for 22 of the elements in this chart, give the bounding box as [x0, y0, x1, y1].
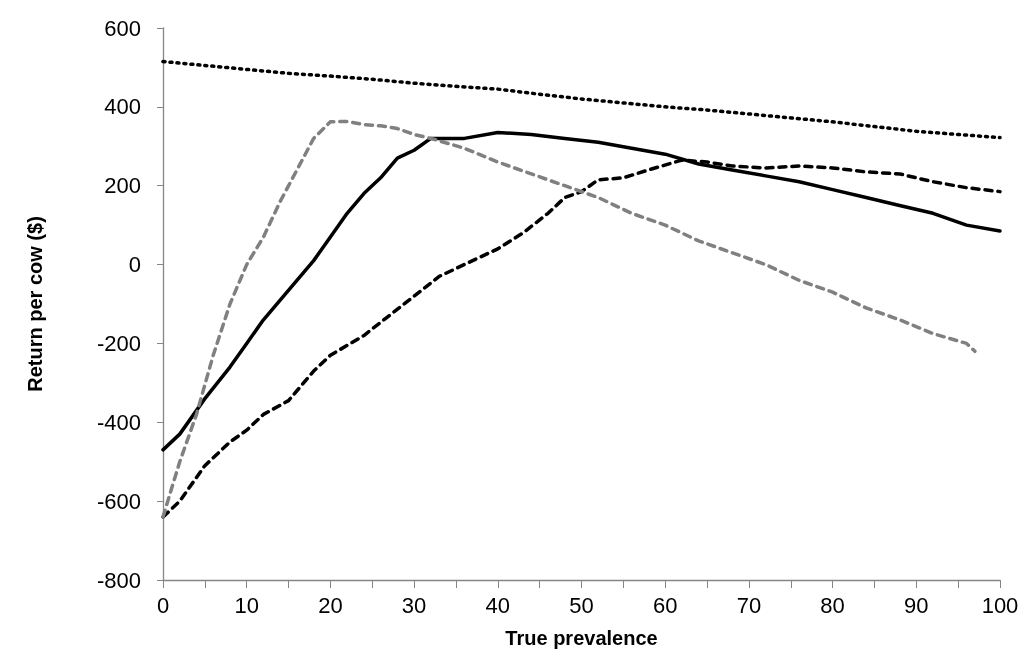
x-tick-label: 50 — [569, 592, 594, 618]
x-tick-label: 10 — [234, 592, 259, 618]
y-tick-label: -800 — [96, 567, 141, 593]
y-tick-label: 600 — [104, 15, 141, 41]
y-tick-label: -600 — [96, 488, 141, 514]
line-series — [161, 59, 1002, 140]
x-tick-label: 70 — [736, 592, 762, 618]
x-tick-label: 0 — [156, 592, 170, 618]
y-tick-label: 200 — [104, 173, 141, 199]
y-tick-label: -400 — [96, 409, 141, 435]
y-axis-title: Return per cow ($) — [24, 216, 46, 392]
x-tick-label: 80 — [820, 592, 845, 618]
y-tick-label: 0 — [128, 252, 141, 278]
y-tick-label: -200 — [96, 330, 141, 356]
x-tick-label: 40 — [485, 592, 511, 618]
x-tick-label: 20 — [318, 592, 343, 618]
x-axis-title: True prevalence — [505, 627, 658, 649]
x-tick-label: 30 — [401, 592, 427, 618]
x-tick-label: 60 — [652, 592, 678, 618]
x-tick-label: 90 — [904, 592, 929, 618]
y-tick-label: 400 — [104, 94, 141, 120]
x-tick-label: 100 — [981, 592, 1019, 618]
